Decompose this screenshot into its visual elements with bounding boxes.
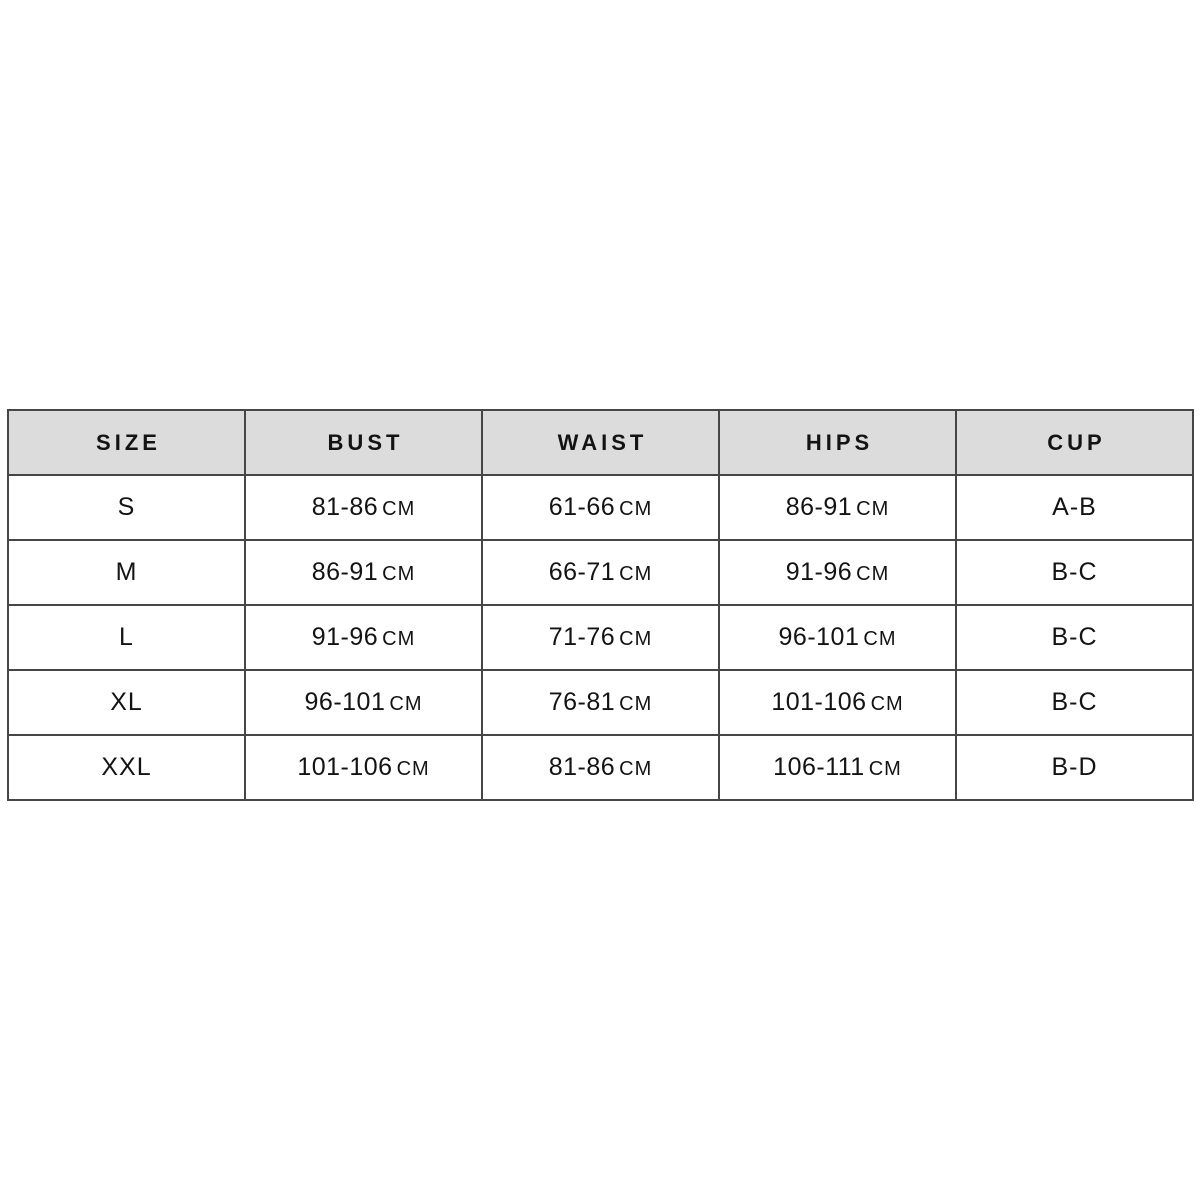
waist-unit: CM (619, 758, 653, 780)
waist-value: 61-66 (548, 493, 616, 521)
hips-value: 101-106 (771, 688, 867, 716)
cell-bust: 96-101 CM (244, 669, 483, 736)
bust-value: 86-91 (311, 558, 379, 586)
cell-hips: 86-91 CM (718, 474, 957, 541)
cell-cup: A-B (955, 474, 1194, 541)
hips-unit: CM (863, 628, 897, 650)
hips-unit: CM (856, 498, 890, 520)
cell-hips: 106-111 CM (718, 734, 957, 801)
waist-unit: CM (619, 628, 653, 650)
hips-unit: CM (868, 758, 902, 780)
bust-value: 81-86 (311, 493, 379, 521)
cell-size: L (7, 604, 246, 671)
table-row: XL 96-101 CM 76-81 CM 101-106 CM B-C (7, 669, 1194, 736)
bust-unit: CM (389, 693, 423, 715)
cell-waist: 81-86 CM (481, 734, 720, 801)
waist-unit: CM (619, 563, 653, 585)
cell-waist: 66-71 CM (481, 539, 720, 606)
cell-cup: B-C (955, 604, 1194, 671)
bust-unit: CM (382, 563, 416, 585)
table-row: L 91-96 CM 71-76 CM 96-101 CM B-C (7, 604, 1194, 671)
cell-hips: 101-106 CM (718, 669, 957, 736)
bust-value: 96-101 (304, 688, 386, 716)
waist-value: 81-86 (548, 753, 616, 781)
column-header-cup: CUP (955, 409, 1194, 476)
table-row: M 86-91 CM 66-71 CM 91-96 CM B-C (7, 539, 1194, 606)
column-header-hips: HIPS (718, 409, 957, 476)
hips-unit: CM (856, 563, 890, 585)
cell-size: XL (7, 669, 246, 736)
cell-cup: B-D (955, 734, 1194, 801)
waist-value: 71-76 (548, 623, 616, 651)
table-row: XXL 101-106 CM 81-86 CM 106-111 CM B-D (7, 734, 1194, 801)
cell-bust: 86-91 CM (244, 539, 483, 606)
bust-value: 101-106 (297, 753, 393, 781)
hips-value: 86-91 (785, 493, 853, 521)
cell-waist: 61-66 CM (481, 474, 720, 541)
cell-cup: B-C (955, 669, 1194, 736)
cell-size: XXL (7, 734, 246, 801)
cell-size: S (7, 474, 246, 541)
cell-waist: 71-76 CM (481, 604, 720, 671)
waist-value: 76-81 (548, 688, 616, 716)
cell-bust: 91-96 CM (244, 604, 483, 671)
waist-unit: CM (619, 693, 653, 715)
bust-unit: CM (396, 758, 430, 780)
size-chart-table: SIZE BUST WAIST HIPS CUP S 81-86 CM 61-66… (7, 409, 1194, 801)
hips-value: 106-111 (773, 753, 865, 781)
cell-bust: 81-86 CM (244, 474, 483, 541)
cell-size: M (7, 539, 246, 606)
table-header: SIZE BUST WAIST HIPS CUP (7, 409, 1194, 476)
cell-cup: B-C (955, 539, 1194, 606)
table-header-row: SIZE BUST WAIST HIPS CUP (7, 409, 1194, 476)
column-header-waist: WAIST (481, 409, 720, 476)
cell-hips: 96-101 CM (718, 604, 957, 671)
table-row: S 81-86 CM 61-66 CM 86-91 CM A-B (7, 474, 1194, 541)
cell-waist: 76-81 CM (481, 669, 720, 736)
column-header-size: SIZE (7, 409, 246, 476)
bust-unit: CM (382, 628, 416, 650)
hips-value: 91-96 (785, 558, 853, 586)
hips-value: 96-101 (778, 623, 860, 651)
bust-unit: CM (382, 498, 416, 520)
column-header-bust: BUST (244, 409, 483, 476)
cell-hips: 91-96 CM (718, 539, 957, 606)
cell-bust: 101-106 CM (244, 734, 483, 801)
waist-unit: CM (619, 498, 653, 520)
hips-unit: CM (870, 693, 904, 715)
table-body: S 81-86 CM 61-66 CM 86-91 CM A-B M 86-91 CM … (7, 474, 1194, 801)
bust-value: 91-96 (311, 623, 379, 651)
waist-value: 66-71 (548, 558, 616, 586)
